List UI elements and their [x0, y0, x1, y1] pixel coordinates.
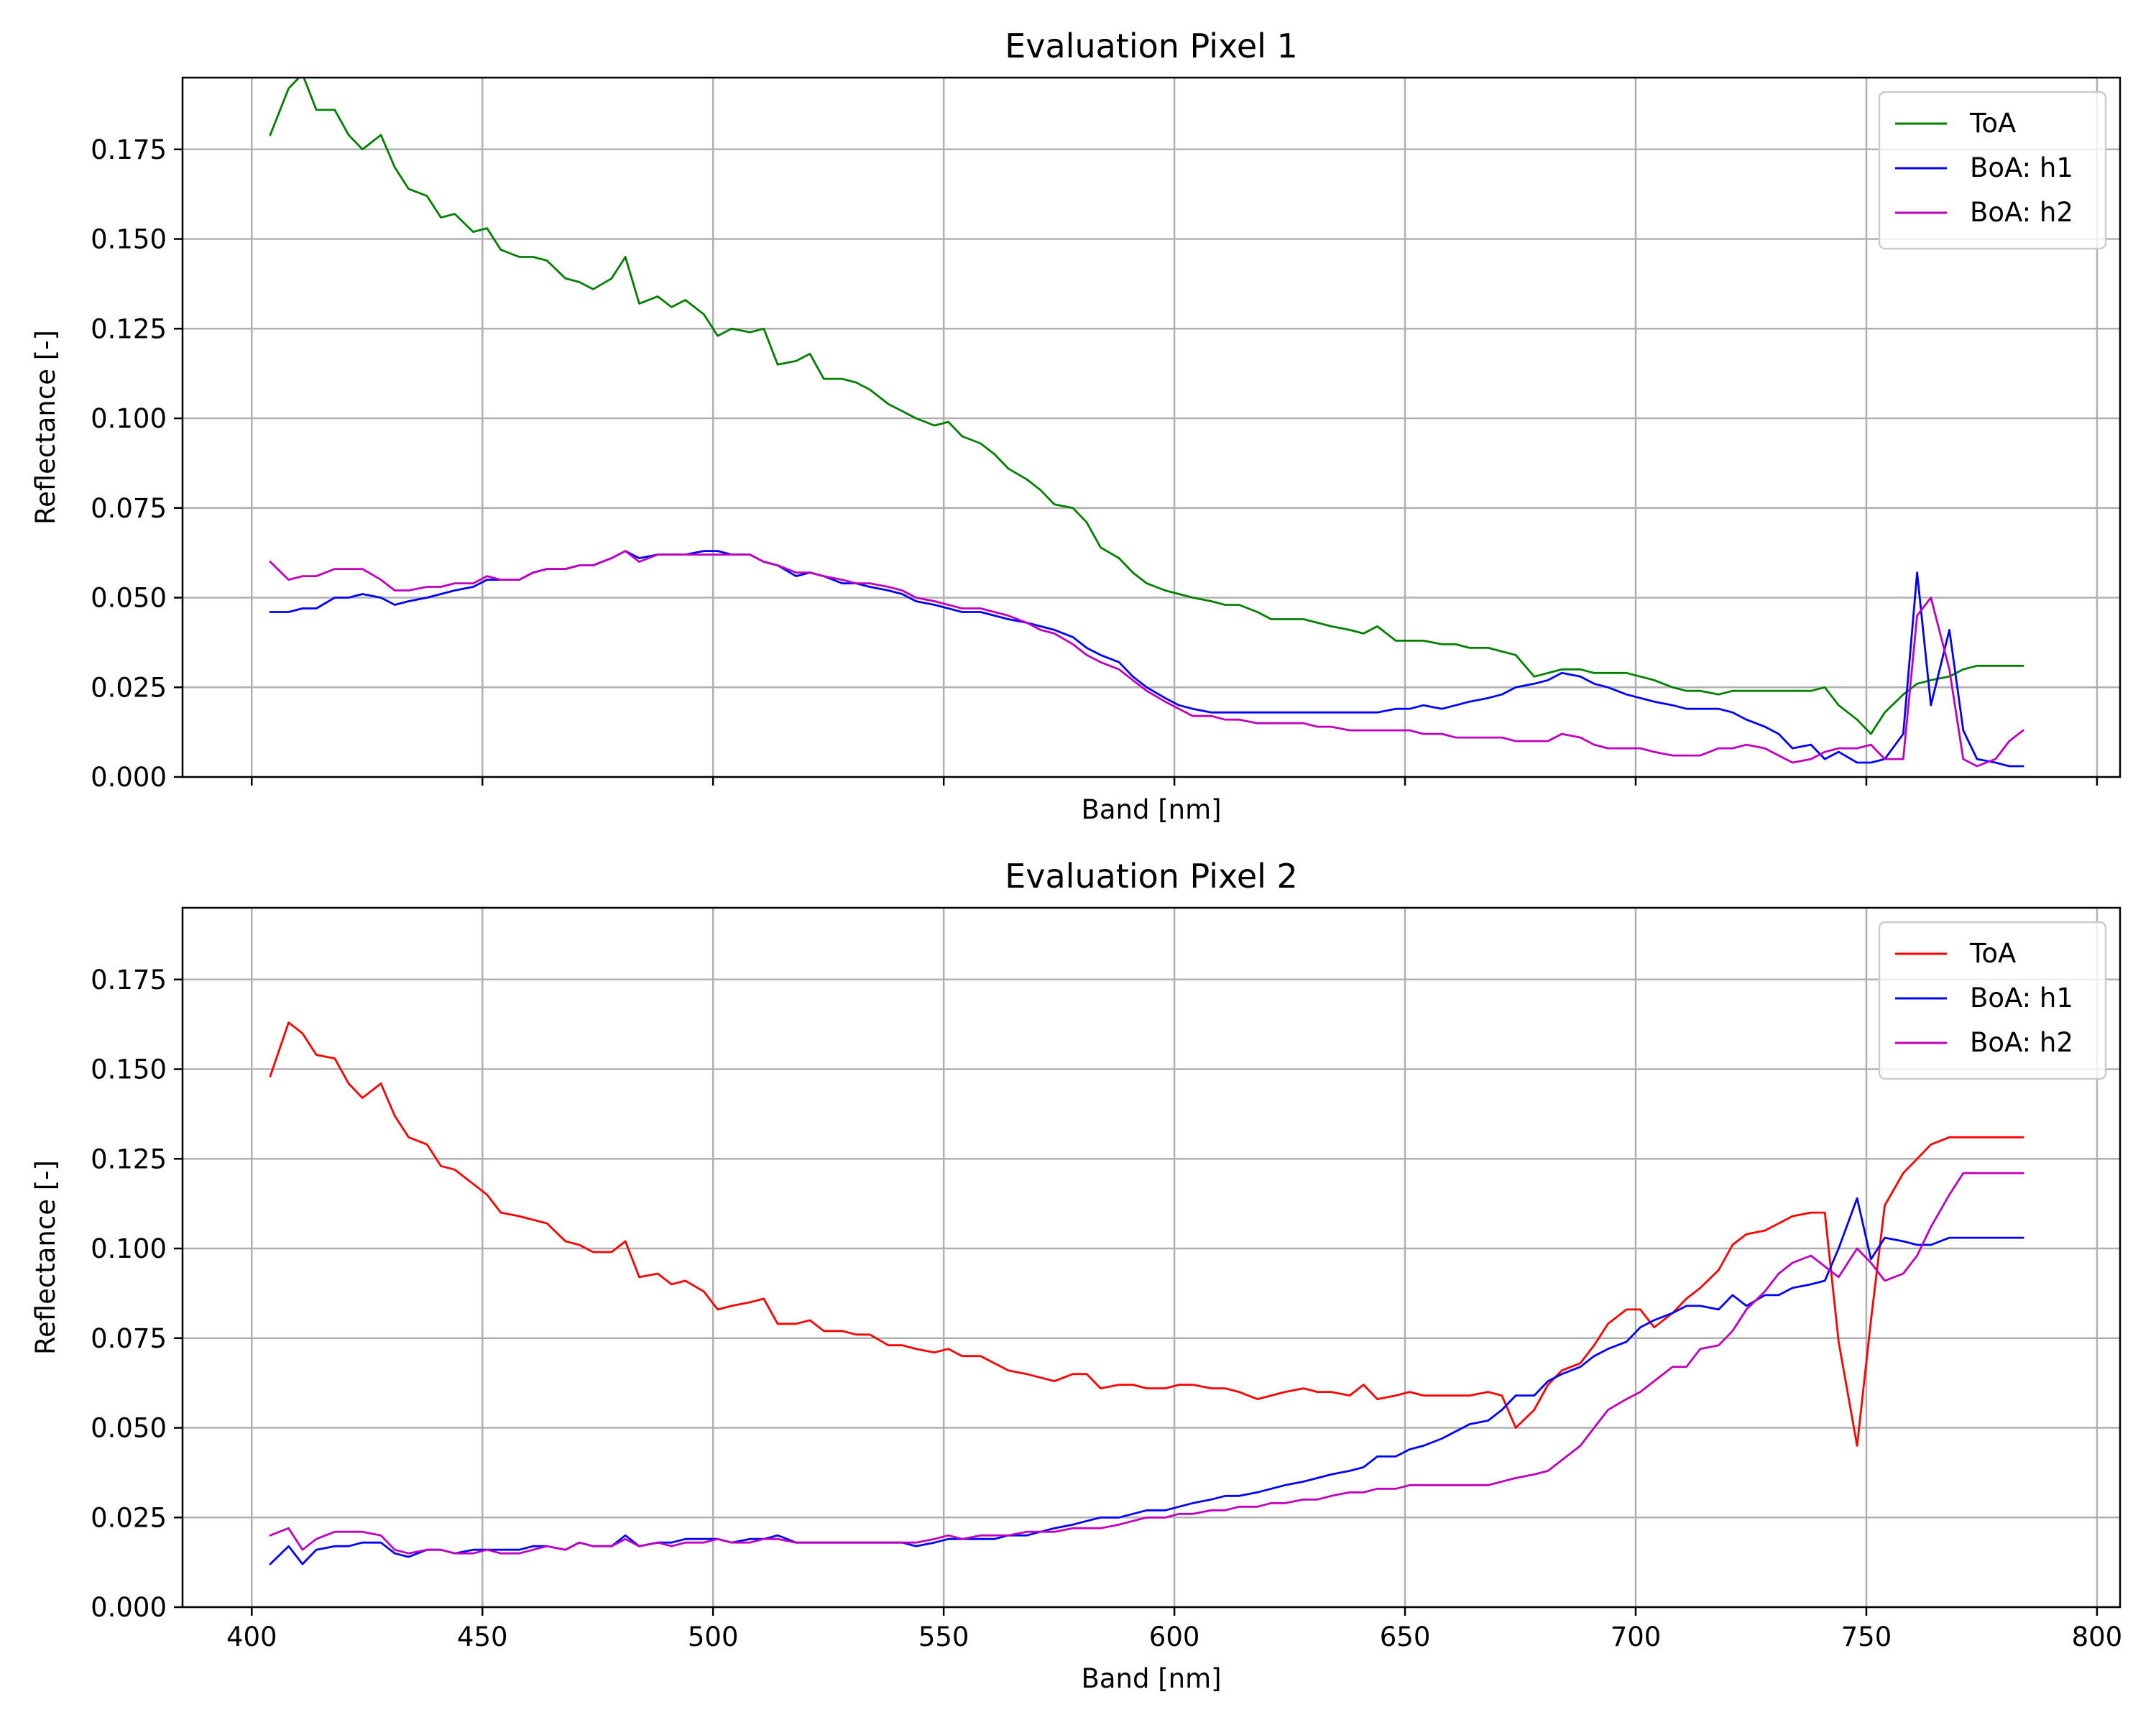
y-tick-label: 0.175 [91, 134, 167, 165]
x-tick-label: 700 [1611, 1622, 1662, 1652]
y-tick-label: 0.100 [91, 403, 167, 434]
series-line-2 [269, 1197, 2024, 1565]
series-line-1 [269, 78, 2024, 735]
x-tick-label: 450 [457, 1622, 508, 1652]
y-axis-label: Reflectance [-] [30, 1160, 61, 1355]
legend-box [1878, 91, 2107, 250]
legend: ToA BoA: h1 BoA: h2 [1878, 91, 2107, 250]
x-tick-label: 400 [226, 1622, 277, 1652]
y-tick-label: 0.075 [91, 493, 167, 524]
y-tick-label: 0.050 [91, 583, 167, 614]
y-tick-label: 0.175 [91, 965, 167, 995]
y-tick-label: 0.150 [91, 224, 167, 255]
y-axis-label: Reflectance [-] [30, 330, 61, 525]
subplot-2: 400 450 500 550 600 650 700 750 800 0.000 0.025 0.0… [30, 857, 2122, 1694]
legend-label-1: ToA [1969, 938, 2016, 969]
x-tick-label: 650 [1380, 1622, 1431, 1652]
legend-label-3: BoA: h2 [1970, 197, 2073, 228]
y-tick-label: 0.125 [91, 313, 167, 344]
y-tick-label: 0.025 [91, 1502, 167, 1533]
legend-box [1878, 921, 2107, 1080]
x-tick-label: 550 [918, 1622, 969, 1652]
chart-title: Evaluation Pixel 2 [1005, 857, 1298, 896]
y-tick-label: 0.075 [91, 1323, 167, 1354]
series-line-1 [269, 1021, 2024, 1447]
y-tick-label: 0.100 [91, 1233, 167, 1264]
legend-label-3: BoA: h2 [1970, 1027, 2073, 1058]
y-tick-label: 0.000 [91, 1592, 167, 1623]
x-tick-label: 500 [688, 1622, 739, 1652]
plot-frame [181, 906, 2122, 1609]
subplot-1: 0.000 0.025 0.050 0.075 0.100 0.125 0.150 0.175… [30, 27, 2122, 825]
legend-label-2: BoA: h1 [1970, 152, 2073, 183]
plot-frame [181, 76, 2122, 778]
series-line-3 [269, 1172, 2024, 1555]
y-tick-label: 0.150 [91, 1054, 167, 1085]
legend-label-2: BoA: h1 [1970, 983, 2073, 1013]
x-axis-label: Band [nm] [1081, 1663, 1221, 1694]
y-tick-label: 0.000 [91, 762, 167, 793]
x-tick-label: 800 [2072, 1622, 2123, 1652]
legend-label-1: ToA [1969, 108, 2016, 139]
x-tick-label: 600 [1149, 1622, 1200, 1652]
y-tick-label: 0.025 [91, 672, 167, 703]
x-tick-label: 750 [1841, 1622, 1892, 1652]
legend: ToA BoA: h1 BoA: h2 [1878, 921, 2107, 1080]
x-axis-label: Band [nm] [1081, 794, 1221, 825]
y-tick-label: 0.125 [91, 1144, 167, 1174]
series-line-3 [269, 550, 2024, 768]
y-tick-label: 0.050 [91, 1413, 167, 1444]
chart-title: Evaluation Pixel 1 [1005, 27, 1298, 65]
